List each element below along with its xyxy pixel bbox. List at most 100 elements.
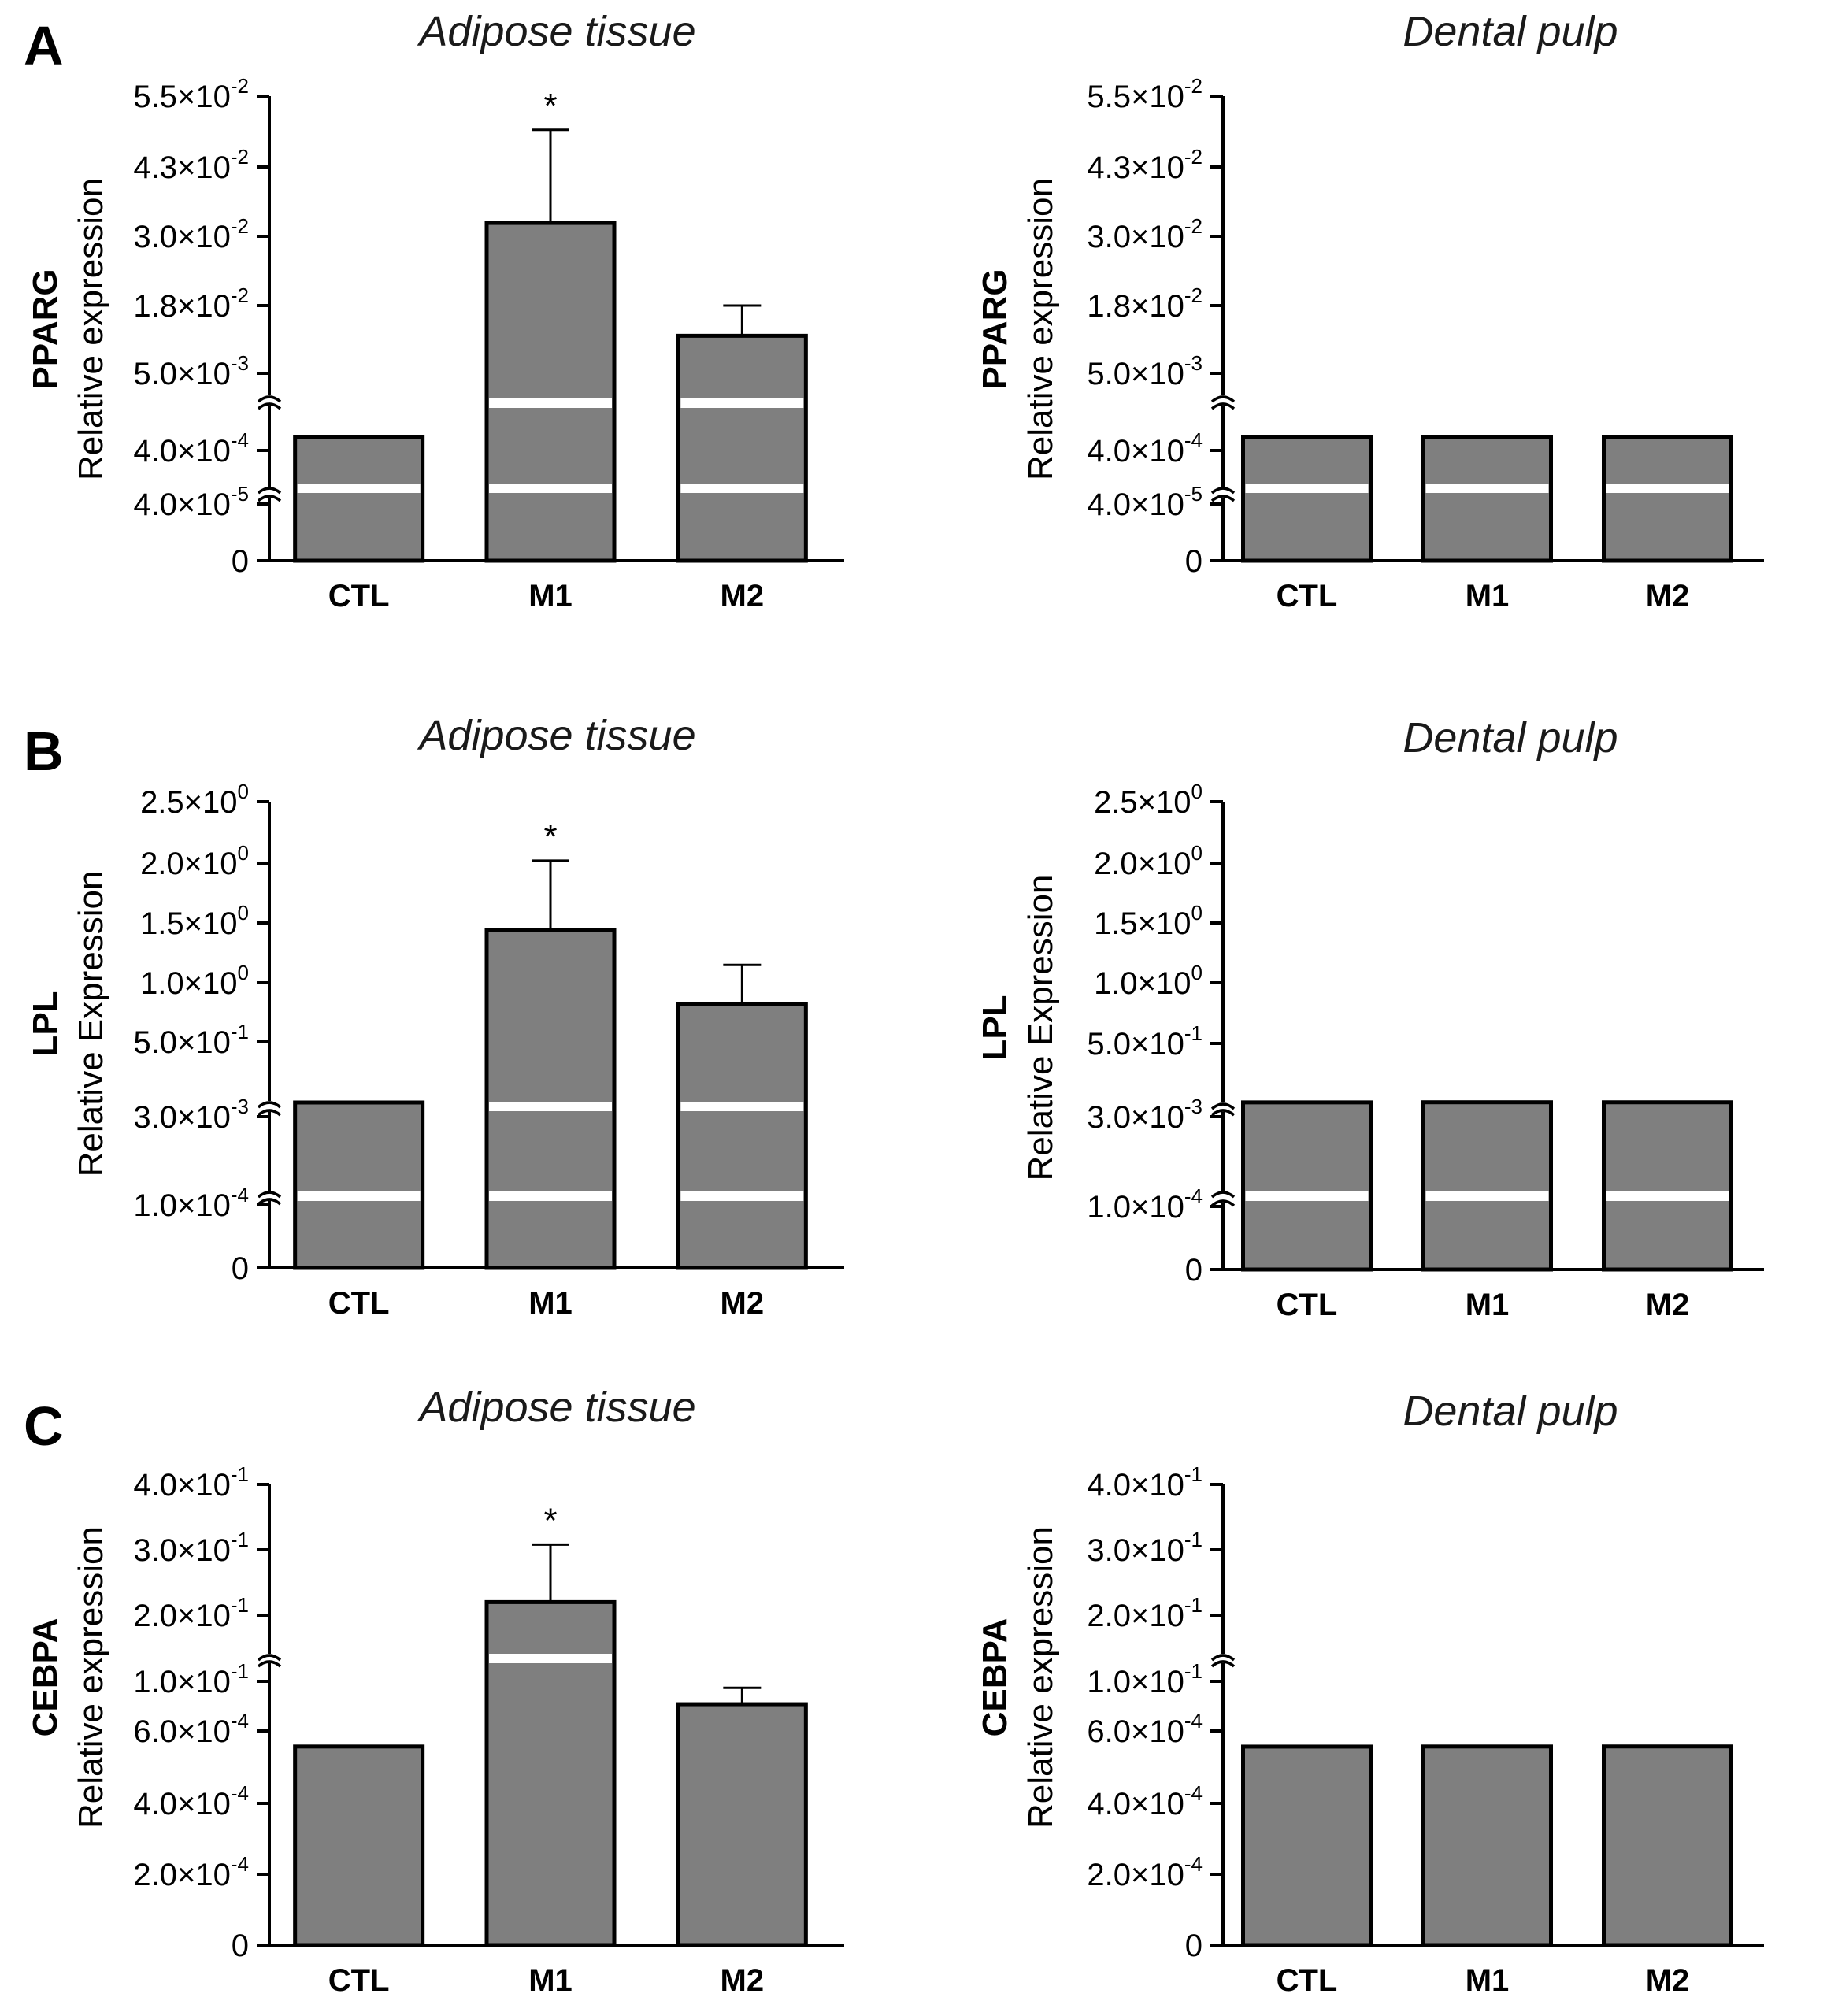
y-tick-label: 3.0×10-2 (1087, 214, 1203, 254)
x-tick-label: CTL (1277, 1963, 1338, 1998)
y-axis-gene-label: PPARG (26, 269, 65, 389)
axis-break-mark (1210, 1191, 1236, 1199)
y-axis-label: Relative Expression (72, 871, 110, 1177)
chart-title: Adipose tissue (417, 712, 695, 759)
axis-break-mark (1210, 1660, 1236, 1668)
bar (484, 1599, 617, 1947)
y-tick-label: 4.0×10-4 (1087, 1781, 1203, 1821)
bar (293, 1744, 425, 1947)
axis-break-mark (257, 1654, 282, 1662)
x-tick-label: M2 (1646, 1963, 1690, 1998)
y-tick-label: 2.0×100 (1094, 841, 1203, 881)
y-tick-label: 4.0×10-4 (133, 428, 249, 469)
axis-break-mark (257, 402, 282, 410)
bar-break-gap (489, 1191, 612, 1201)
y-tick-label: 5.0×10-1 (1087, 1021, 1203, 1062)
axis-break-mark (257, 495, 282, 502)
bar (676, 1702, 808, 1947)
chart-panel-2: B Adipose tissue LPL Relative Expression 0 1.… (24, 712, 844, 1321)
y-axis-gene-label: LPL (26, 991, 65, 1056)
y-axis-label: Relative expression (72, 178, 110, 480)
significance-mark: * (543, 1501, 557, 1540)
y-tick-label: 1.8×10-2 (1087, 284, 1203, 324)
bar-break-gap (1245, 484, 1369, 493)
axis-break-mark (257, 1101, 282, 1109)
x-tick-label: CTL (1277, 579, 1338, 613)
bar (1602, 435, 1733, 563)
y-tick-label: 0 (232, 1929, 249, 1963)
y-tick-label: 5.5×10-2 (133, 74, 249, 114)
y-tick-label: 1.0×10-1 (1087, 1659, 1203, 1699)
bar (1602, 1744, 1733, 1947)
x-tick-label: M1 (1466, 1288, 1510, 1322)
bar-break-gap (297, 484, 421, 493)
y-axis-gene-label: LPL (976, 995, 1014, 1060)
y-tick-label: 4.3×10-2 (1087, 145, 1203, 185)
panel-letter: C (24, 1395, 64, 1457)
y-tick-label: 2.5×100 (1094, 780, 1203, 820)
y-tick-label: 1.0×10-4 (1087, 1184, 1203, 1225)
axis-break-mark (1210, 1199, 1236, 1207)
y-tick-label: 4.0×10-5 (133, 482, 249, 522)
y-tick-label: 0 (232, 1251, 249, 1286)
bar-break-gap (489, 484, 612, 493)
chart-panel-3: Dental pulp LPL Relative Expression 0 1.0×10… (976, 714, 1764, 1322)
y-tick-label: 2.0×10-4 (1087, 1852, 1203, 1892)
bar-break-gap (1425, 1191, 1549, 1201)
y-tick-label: 6.0×10-4 (133, 1709, 249, 1749)
bar (1241, 1100, 1373, 1272)
y-tick-label: 5.5×10-2 (1087, 74, 1203, 114)
chart-title: Dental pulp (1403, 1388, 1618, 1435)
y-axis-label: Relative expression (72, 1526, 110, 1829)
y-tick-label: 2.0×10-4 (133, 1852, 249, 1892)
y-tick-label: 2.5×100 (140, 780, 249, 820)
y-tick-label: 2.0×10-1 (1087, 1593, 1203, 1633)
y-tick-label: 4.3×10-2 (133, 145, 249, 185)
bar-break-gap (680, 1102, 804, 1111)
axis-break-mark (1210, 1654, 1236, 1662)
chart-panel-4: C Adipose tissue CEBPA Relative expression 0… (24, 1384, 844, 1998)
bar-break-gap (1425, 484, 1549, 493)
y-tick-label: 3.0×10-3 (1087, 1095, 1203, 1135)
y-tick-label: 4.0×10-5 (1087, 482, 1203, 522)
bar (1241, 1744, 1373, 1947)
y-tick-label: 5.0×10-3 (1087, 351, 1203, 391)
x-tick-label: M1 (528, 579, 573, 613)
bar-break-gap (489, 1654, 612, 1663)
bar-break-gap (1606, 484, 1729, 493)
y-tick-label: 4.0×10-1 (1087, 1462, 1203, 1503)
y-tick-label: 5.0×10-1 (133, 1020, 249, 1060)
chart-panel-0: A Adipose tissue PPARG Relative expression 0… (24, 8, 844, 613)
chart-title: Adipose tissue (417, 1384, 695, 1431)
y-tick-label: 0 (232, 544, 249, 579)
y-tick-label: 2.0×10-1 (133, 1593, 249, 1633)
bar-break-gap (1245, 1191, 1369, 1201)
y-tick-label: 1.8×10-2 (133, 284, 249, 324)
axis-break-mark (1210, 1102, 1236, 1110)
axis-break-mark (257, 1191, 282, 1199)
x-tick-label: M2 (721, 579, 765, 613)
bar-break-gap (489, 398, 612, 408)
bar-break-gap (680, 1191, 804, 1201)
x-tick-label: M1 (1466, 1963, 1510, 1998)
y-tick-label: 1.0×10-1 (133, 1659, 249, 1699)
y-tick-label: 1.5×100 (140, 901, 249, 941)
y-tick-label: 1.0×10-4 (133, 1183, 249, 1223)
y-tick-label: 3.0×10-3 (133, 1095, 249, 1135)
bar (1241, 435, 1373, 563)
bar-break-gap (680, 398, 804, 408)
y-axis-gene-label: CEBPA (976, 1618, 1014, 1737)
x-tick-label: M2 (1646, 579, 1690, 613)
x-tick-label: M1 (528, 1286, 573, 1321)
y-tick-label: 2.0×100 (140, 841, 249, 881)
chart-title: Dental pulp (1403, 8, 1618, 55)
axis-break-mark (1210, 1109, 1236, 1117)
y-tick-label: 1.0×100 (140, 961, 249, 1001)
x-tick-label: CTL (328, 1963, 390, 1998)
bar (1421, 435, 1553, 563)
bar-break-gap (297, 1191, 421, 1201)
axis-break-mark (257, 1109, 282, 1117)
axis-break-mark (257, 395, 282, 403)
y-axis-label: Relative expression (1021, 1526, 1060, 1829)
